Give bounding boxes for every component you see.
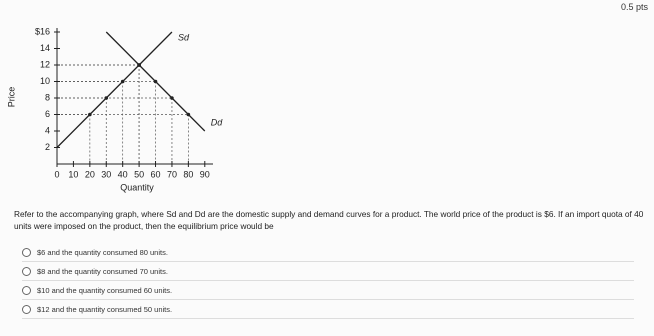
option[interactable]: $12 and the quantity consumed 50 units. [22, 300, 634, 319]
point [153, 79, 158, 84]
y-tick-label: $16 [35, 26, 50, 36]
series-label: Sd [178, 32, 190, 42]
option-text: $10 and the quantity consumed 60 units. [37, 285, 173, 295]
y-tick-label: 6 [45, 109, 50, 119]
radio[interactable] [22, 285, 31, 295]
chart: Price Quantity 2 4 6 8 10 12 14 $16 0 10 20 30 40 50 6… [6, 26, 223, 192]
option-text: $6 and the quantity consumed 80 units. [37, 247, 168, 257]
x-tick-label: 50 [134, 169, 144, 179]
x-tick-label: 40 [118, 169, 128, 179]
y-tick-label: 2 [45, 142, 50, 152]
x-tick-label: 70 [167, 169, 177, 179]
x-tick-label: 0 [54, 169, 59, 179]
option-text: $8 and the quantity consumed 70 units. [37, 266, 168, 276]
y-tick-label: 12 [40, 59, 50, 69]
y-tick-label: 8 [45, 92, 50, 102]
y-tick-label: 4 [45, 125, 50, 135]
radio[interactable] [22, 266, 31, 276]
x-tick-label: 10 [68, 169, 78, 179]
points: 0.5 pts [620, 2, 648, 12]
option[interactable]: $6 and the quantity consumed 80 units. [22, 243, 634, 262]
point [186, 112, 191, 117]
point [137, 63, 141, 67]
series-line [105, 31, 206, 132]
point [88, 112, 92, 117]
point [170, 96, 174, 100]
x-axis-label: Quantity [120, 182, 154, 192]
x-tick-label: 20 [85, 169, 95, 179]
x-tick-label: 80 [183, 169, 193, 179]
series-label: Dd [211, 117, 223, 127]
x-tick-label: 60 [151, 169, 161, 179]
point [120, 79, 125, 84]
x-tick-label: 90 [200, 169, 210, 179]
radio[interactable] [22, 247, 31, 257]
option[interactable]: $10 and the quantity consumed 60 units. [22, 281, 634, 300]
x-tick-label: 30 [101, 169, 111, 179]
question: Refer to the accompanying graph, where S… [14, 209, 644, 231]
option[interactable]: $8 and the quantity consumed 70 units. [22, 262, 634, 281]
option-text: $12 and the quantity consumed 50 units. [37, 304, 173, 314]
radio[interactable] [22, 304, 31, 314]
point [104, 96, 109, 100]
y-tick-label: 14 [40, 43, 50, 53]
y-axis-label: Price [6, 87, 16, 108]
y-tick-label: 10 [40, 76, 50, 86]
series-line [56, 31, 173, 148]
